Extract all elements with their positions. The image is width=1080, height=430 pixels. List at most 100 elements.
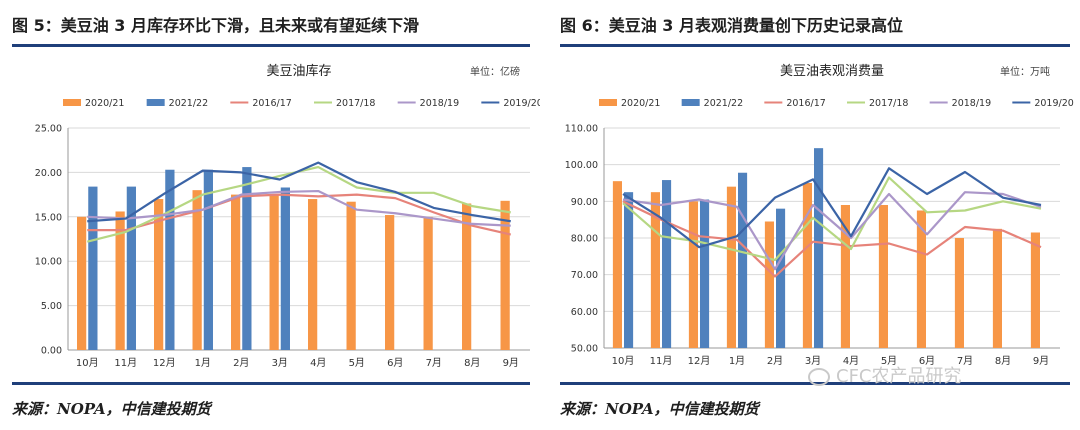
legend-label: 2017/18 (869, 98, 908, 109)
x-tick-label: 10月 (76, 357, 99, 369)
y-tick-label: 5.00 (41, 301, 62, 312)
y-tick-label: 80.00 (571, 234, 598, 245)
unit-label: 单位：万吨 (1000, 65, 1050, 78)
legend-item: 2020/21 (63, 98, 124, 109)
x-tick-label: 5月 (881, 355, 897, 367)
legend-label: 2020/21 (85, 98, 124, 109)
bar (346, 201, 356, 350)
bar (192, 190, 202, 350)
x-tick-label: 6月 (919, 355, 935, 367)
bar (726, 186, 736, 348)
chart-title: 美豆油表观消费量 (780, 64, 884, 79)
bar (165, 169, 175, 350)
x-tick-label: 4月 (843, 355, 859, 367)
x-tick-label: 11月 (650, 355, 673, 367)
y-tick-label: 100.00 (565, 160, 598, 171)
bar (462, 203, 472, 350)
x-tick-label: 8月 (464, 357, 480, 369)
bar (154, 199, 164, 350)
x-tick-label: 9月 (1033, 355, 1049, 367)
x-tick-label: 2月 (233, 357, 249, 369)
bar (878, 205, 888, 348)
legend-item: 2021/22 (681, 98, 743, 109)
series-line (622, 176, 1042, 262)
legend-label: 2020/21 (621, 98, 660, 109)
y-tick-label: 25.00 (35, 124, 62, 135)
x-tick-label: 11月 (114, 357, 137, 369)
x-tick-label: 3月 (272, 357, 288, 369)
bar (88, 186, 98, 350)
bar (423, 216, 433, 350)
bar (992, 228, 1002, 348)
legend-label: 2021/22 (169, 98, 208, 109)
x-tick-label: 1月 (195, 357, 211, 369)
footer-divider (12, 382, 530, 385)
x-tick-label: 3月 (805, 355, 821, 367)
bar (916, 210, 926, 348)
y-tick-label: 70.00 (571, 270, 598, 281)
legend-item: 2017/18 (847, 98, 908, 109)
legend-label: 2017/18 (336, 98, 375, 109)
bar (840, 205, 850, 348)
bar (126, 186, 136, 350)
watermark: CFC农产品研究 (808, 362, 962, 388)
bar (776, 208, 786, 348)
figure-5-panel: 图 5：美豆油 3 月库存环比下滑，且未来或有望延续下滑 美豆油库存 单位：亿磅 2… (12, 16, 540, 418)
legend-swatch (63, 99, 81, 106)
series-line (622, 167, 1042, 249)
x-tick-label: 1月 (729, 355, 745, 367)
figure-title: 图 5：美豆油 3 月库存环比下滑，且未来或有望延续下滑 (12, 16, 419, 35)
x-tick-label: 12月 (688, 355, 711, 367)
bar (662, 180, 672, 348)
bar (650, 192, 660, 348)
bar (802, 183, 812, 348)
legend-item: 2021/22 (146, 98, 208, 109)
wechat-icon (808, 368, 830, 386)
x-tick-label: 4月 (310, 357, 326, 369)
series-line (86, 165, 511, 243)
legend-swatch (146, 99, 165, 106)
legend-item: 2019/20 (481, 98, 540, 109)
watermark-text: CFC农产品研究 (836, 366, 962, 387)
source-note: 来源：NOPA，中信建投期货 (12, 400, 211, 418)
legend-label: 2016/17 (252, 98, 291, 109)
bar (115, 211, 125, 350)
consumption-chart: 美豆油表观消费量 单位：万吨 2020/21 2021/22 2016/17 2017/1… (565, 64, 1074, 367)
bar (624, 192, 634, 348)
figure-6-panel: 图 6：美豆油 3 月表观消费量创下历史记录高位 美豆油表观消费量 单位：万吨 20… (548, 0, 1080, 430)
x-tick-label: 2月 (767, 355, 783, 367)
y-tick-label: 15.00 (35, 212, 62, 223)
bar (308, 199, 318, 350)
figure-title: 图 6：美豆油 3 月表观消费量创下历史记录高位 (560, 16, 903, 35)
bar (700, 199, 710, 348)
title-divider (560, 44, 1070, 47)
legend-item: 2017/18 (314, 98, 375, 109)
legend-item: 2020/21 (599, 98, 660, 109)
y-tick-label: 90.00 (571, 197, 598, 208)
legend-label: 2018/19 (420, 98, 459, 109)
bar (203, 169, 213, 350)
bar (738, 172, 748, 348)
bar (954, 238, 964, 348)
bar (242, 167, 252, 350)
bar (814, 148, 824, 348)
legend-swatch (681, 99, 700, 106)
source-note: 来源：NOPA，中信建投期货 (560, 400, 759, 418)
x-tick-label: 9月 (503, 357, 519, 369)
bar (764, 221, 774, 348)
series-line (87, 193, 511, 236)
bar (688, 201, 698, 348)
unit-label: 单位：亿磅 (470, 65, 520, 78)
y-tick-label: 60.00 (571, 307, 598, 318)
y-tick-label: 10.00 (35, 257, 62, 268)
bar (500, 200, 510, 350)
legend-swatch (599, 99, 617, 106)
bar (385, 215, 395, 350)
x-tick-label: 6月 (387, 357, 403, 369)
series-line (87, 189, 511, 227)
legend-item: 2016/17 (764, 98, 826, 109)
x-tick-label: 7月 (957, 355, 973, 367)
y-tick-label: 50.00 (571, 344, 598, 355)
y-tick-label: 20.00 (35, 168, 62, 179)
x-tick-label: 5月 (349, 357, 365, 369)
